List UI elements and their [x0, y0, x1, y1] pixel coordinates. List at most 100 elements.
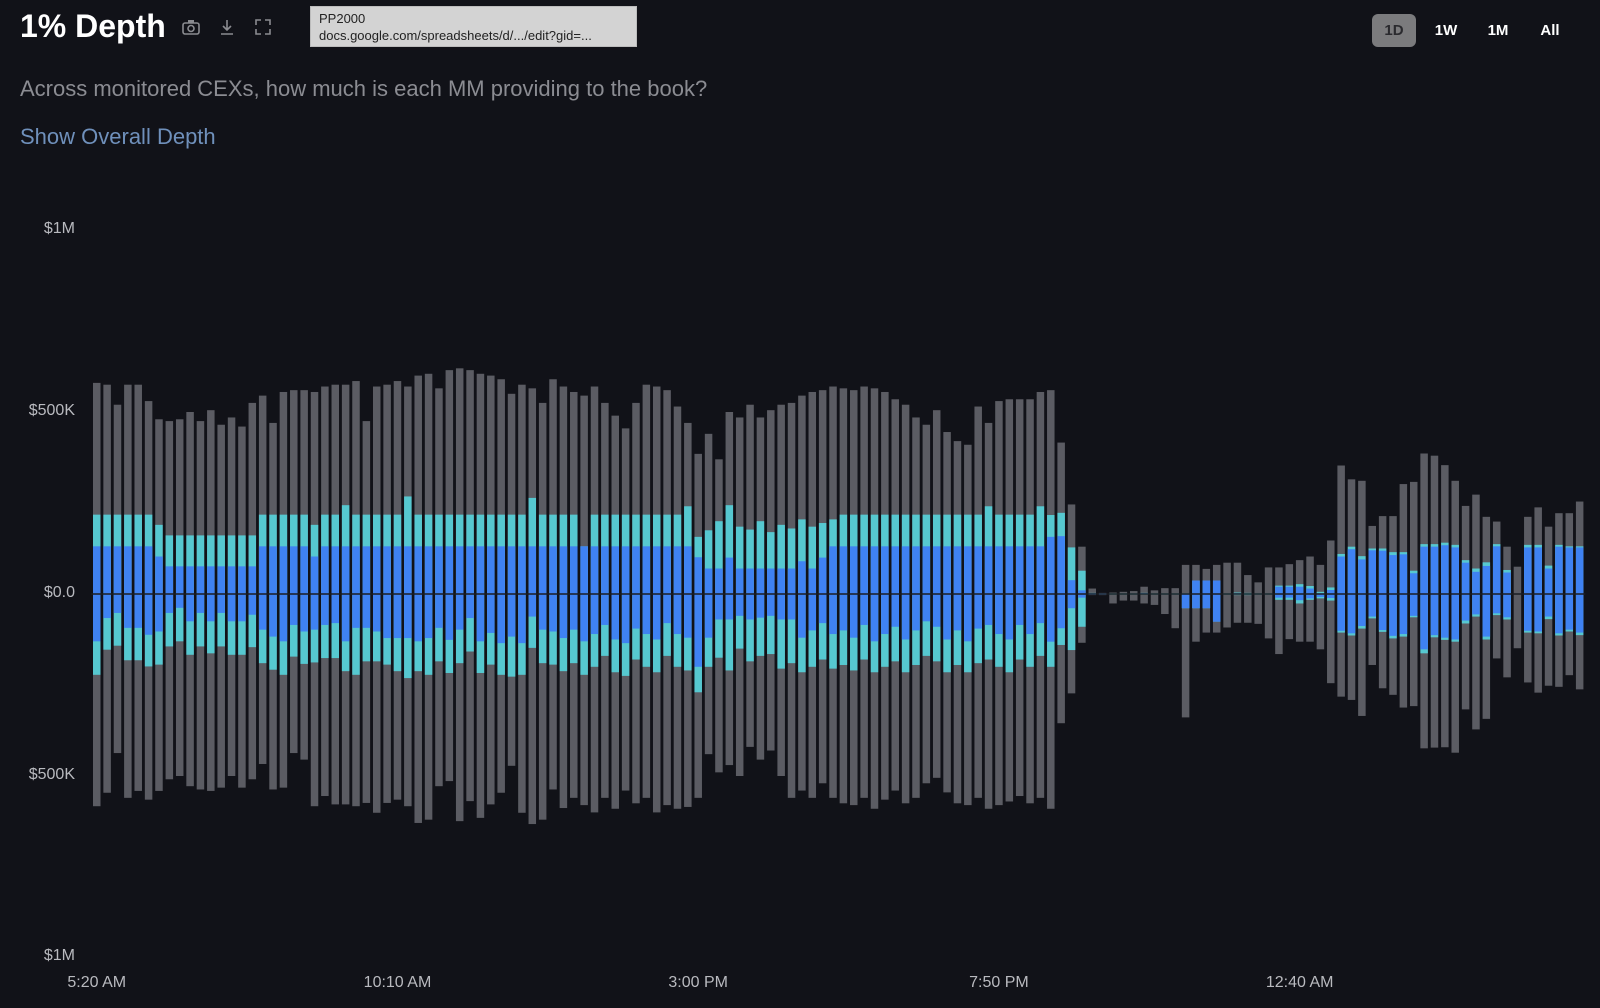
- depth-bar-inner: [974, 546, 982, 629]
- depth-bar-inner: [642, 546, 651, 635]
- y-tick-label: $1M: [43, 947, 75, 964]
- depth-bar-outer: [1285, 564, 1294, 640]
- depth-bar-inner: [652, 546, 661, 640]
- depth-bar-inner: [1534, 547, 1542, 632]
- depth-bar-inner: [1358, 559, 1366, 627]
- depth-bar-inner: [1036, 546, 1045, 624]
- depth-bar-outer: [1254, 582, 1262, 624]
- depth-bar-outer: [1513, 566, 1522, 649]
- depth-bar-outer: [1275, 567, 1283, 655]
- depth-bar-inner: [767, 568, 775, 616]
- depth-bar-inner: [601, 546, 609, 625]
- range-button-1m[interactable]: 1M: [1487, 22, 1509, 39]
- range-button-1d[interactable]: 1D: [1372, 14, 1416, 47]
- depth-bar-inner: [756, 568, 765, 618]
- depth-bar-inner: [632, 546, 640, 629]
- depth-bar-inner: [445, 546, 454, 640]
- depth-bar-inner: [124, 546, 132, 628]
- depth-bar-inner: [839, 546, 848, 631]
- x-tick-label: 7:50 PM: [969, 974, 1029, 991]
- depth-bar-inner: [113, 546, 122, 613]
- depth-bar-inner: [435, 546, 443, 628]
- depth-bar-inner: [570, 546, 578, 630]
- depth-bar-outer: [1130, 591, 1138, 601]
- depth-bar-inner: [984, 546, 993, 625]
- depth-bar-inner: [1026, 546, 1034, 635]
- depth-bar-inner: [134, 546, 142, 628]
- tooltip-url: docs.google.com/spreadsheets/d/.../edit?…: [319, 28, 592, 43]
- expand-icon[interactable]: [252, 16, 274, 38]
- depth-bar-inner: [1555, 546, 1563, 634]
- depth-bar-inner: [663, 546, 671, 624]
- depth-bar-inner: [932, 546, 941, 627]
- depth-bar-inner: [1565, 547, 1574, 630]
- depth-bar-outer: [1327, 540, 1335, 684]
- depth-bar-outer: [1109, 592, 1117, 604]
- depth-bar-inner: [424, 546, 433, 639]
- depth-bar-inner: [538, 546, 547, 630]
- depth-bar-inner: [217, 566, 225, 613]
- depth-bar-outer: [1316, 564, 1325, 650]
- depth-bar-inner: [331, 546, 340, 624]
- download-icon[interactable]: [216, 16, 238, 38]
- depth-bar-inner: [300, 546, 308, 632]
- depth-bar-inner: [1047, 536, 1055, 642]
- depth-bar-inner: [860, 546, 868, 625]
- depth-bar-inner: [1368, 550, 1377, 617]
- link-tooltip: PP2000 docs.google.com/spreadsheets/d/..…: [310, 6, 637, 47]
- range-button-all[interactable]: All: [1540, 22, 1560, 39]
- depth-bar-inner: [694, 557, 702, 667]
- range-button-1w[interactable]: 1W: [1434, 22, 1458, 39]
- depth-bar-outer: [1150, 590, 1159, 605]
- depth-bar-inner: [1503, 572, 1511, 618]
- depth-bar-inner: [735, 568, 744, 616]
- depth-bar-inner: [144, 546, 153, 635]
- depth-bar-inner: [362, 546, 371, 628]
- depth-bar-inner: [943, 546, 951, 640]
- depth-bar-inner: [455, 546, 464, 630]
- depth-bar-inner: [922, 546, 931, 622]
- camera-icon[interactable]: [180, 16, 202, 38]
- depth-bar-inner: [1492, 546, 1501, 614]
- depth-bar-inner: [673, 546, 682, 635]
- depth-bar-inner: [1316, 593, 1325, 597]
- depth-bar-inner: [808, 568, 817, 631]
- depth-bar-middle: [1078, 570, 1086, 627]
- chart-header: 1% Depth: [20, 8, 274, 45]
- depth-bar-inner: [196, 566, 205, 613]
- tooltip-title: PP2000: [319, 11, 366, 26]
- depth-bar-inner: [850, 546, 858, 638]
- x-tick-label: 5:20 AM: [67, 974, 127, 991]
- depth-bar-inner: [321, 546, 329, 625]
- depth-bar-outer: [1171, 588, 1179, 629]
- depth-bar-inner: [953, 546, 962, 631]
- depth-bar-inner: [818, 557, 827, 624]
- depth-bar-inner: [1441, 545, 1449, 638]
- depth-bar-inner: [881, 546, 889, 635]
- depth-bar-inner: [1212, 580, 1221, 622]
- depth-bar-inner: [559, 546, 568, 639]
- show-overall-depth-link[interactable]: Show Overall Depth: [20, 124, 216, 149]
- depth-bar-inner: [1544, 568, 1553, 617]
- depth-bar-inner: [466, 546, 474, 619]
- depth-bar-outer: [1244, 575, 1252, 623]
- depth-bar-inner: [352, 546, 360, 628]
- depth-bar-inner: [248, 566, 257, 615]
- depth-bar-inner: [1389, 555, 1397, 636]
- depth-bar-inner: [1285, 586, 1294, 598]
- depth-bar-inner: [1347, 549, 1356, 634]
- depth-bar-inner: [1005, 546, 1014, 640]
- depth-bar-inner: [507, 546, 516, 637]
- time-range-selector: 1D 1W 1M All: [1372, 14, 1572, 47]
- depth-bar-inner: [1275, 586, 1283, 598]
- depth-bar-inner: [103, 546, 111, 619]
- depth-bar-inner: [611, 546, 619, 640]
- depth-bar-inner: [290, 546, 298, 625]
- depth-bar-inner: [404, 546, 412, 639]
- chart-subtitle: Across monitored CEXs, how much is each …: [20, 76, 708, 101]
- depth-bar-inner: [725, 557, 734, 620]
- depth-bar-inner: [1524, 547, 1532, 631]
- depth-bar-inner: [1575, 547, 1584, 633]
- depth-bar-inner: [1472, 571, 1480, 615]
